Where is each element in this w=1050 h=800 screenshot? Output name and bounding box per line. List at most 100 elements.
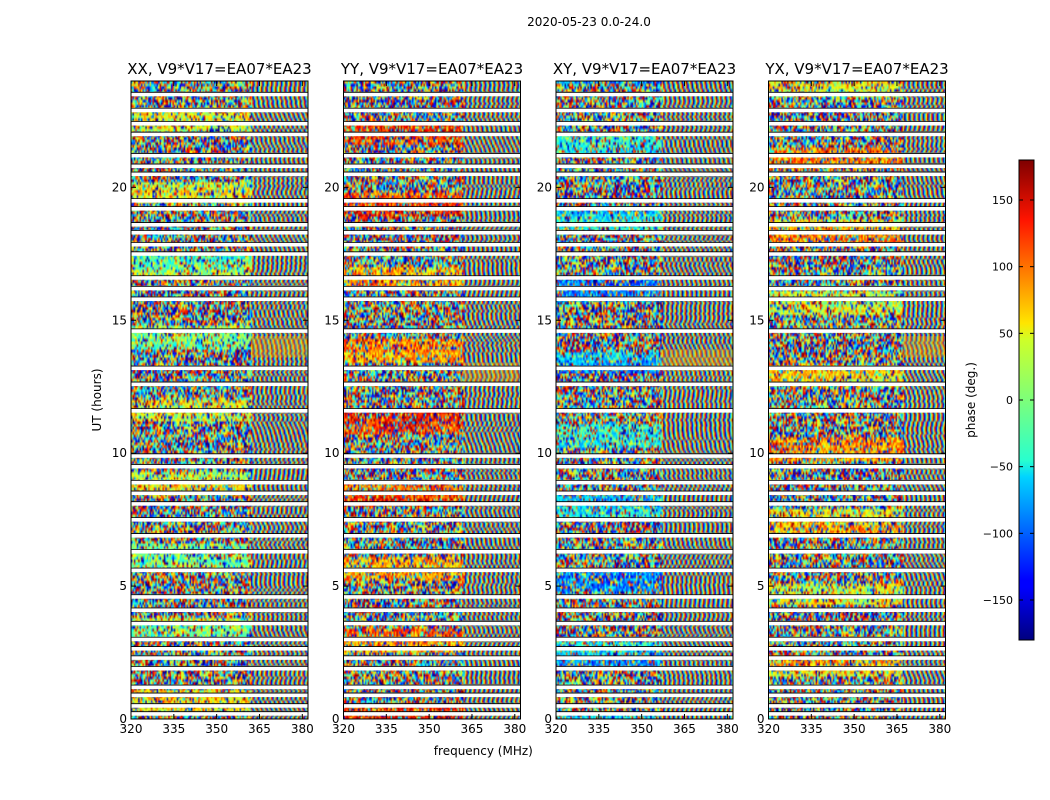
flagged-gap-row [556,666,733,671]
flagged-gap-row [768,242,946,247]
flagged-gap-row [131,608,308,613]
x-tick-label: 365 [886,722,909,736]
flagged-gap-row [343,275,521,280]
flagged-gap-row [343,296,521,301]
flagged-gap-row [343,222,521,227]
flagged-gap-row [768,464,946,469]
x-tick-label: 320 [332,722,355,736]
y-tick-label: 5 [544,579,552,593]
flagged-gap-row [131,655,308,660]
flagged-gap-row [131,533,308,538]
flagged-gap-row [768,646,946,651]
flagged-gap-row [768,453,946,458]
flagged-gap-row [768,153,946,158]
y-tick-label: 15 [749,313,764,327]
flagged-gap-row [131,621,308,626]
flagged-gap-row [131,693,308,698]
y-tick-label: 0 [544,712,552,726]
flagged-gap-row [556,198,733,203]
flagged-gap-row [343,464,521,469]
flagged-gap-row [131,198,308,203]
flagged-gap-row [768,164,946,169]
flagged-gap-row [343,92,521,97]
flagged-gap-row [131,230,308,235]
colorbar-tick-label: 50 [999,327,1013,340]
flagged-gap-row [556,172,733,177]
flagged-gap-row [343,608,521,613]
flagged-gap-row [343,666,521,671]
x-tick-label: 350 [630,722,653,736]
x-tick-label: 320 [120,722,143,736]
flagged-gap-row [131,164,308,169]
figure-suptitle: 2020-05-23 0.0-24.0 [527,15,651,29]
flagged-gap-row [768,286,946,291]
x-tick-label: 380 [928,722,951,736]
flagged-gap-row [343,568,521,573]
phase-image [131,81,308,719]
flagged-gap-row [556,108,733,113]
flagged-gap-row [556,453,733,458]
flagged-gap-row [343,108,521,113]
flagged-gap-row [131,366,308,371]
y-tick-label: 10 [537,446,552,460]
colorbar-ticks: 150 100 50 0 −50 −100 −150 [983,194,1034,607]
flagged-gap-row [131,242,308,247]
flagged-gap-row [131,132,308,137]
flagged-gap-row [131,121,308,126]
flagged-gap-row [556,153,733,158]
flagged-gap-row [768,275,946,280]
flagged-gap-row [556,711,733,716]
y-tick-label: 0 [119,712,127,726]
y-tick-label: 10 [749,446,764,460]
flagged-gap-row [343,408,521,413]
flagged-gap-row [768,172,946,177]
panel-title: YY, V9*V17=EA07*EA23 [340,60,523,78]
flagged-gap-row [343,693,521,698]
y-tick-label: 20 [324,180,339,194]
flagged-gap-row [343,366,521,371]
flagged-gap-row [556,594,733,599]
flagged-gap-row [556,92,733,97]
flagged-gap-row [768,108,946,113]
flagged-gap-row [556,206,733,211]
flagged-gap-row [768,382,946,387]
flagged-gap-row [131,685,308,690]
flagged-gap-row [131,666,308,671]
flagged-gap-row [768,328,946,333]
fringe-band [902,336,946,358]
flagged-gap-row [343,206,521,211]
flagged-gap-row [768,501,946,506]
flagged-gap-row [768,517,946,522]
flagged-gap-row [556,230,733,235]
y-tick-label: 15 [112,313,127,327]
flagged-gap-row [768,198,946,203]
colorbar: 150 100 50 0 −50 −100 −150 phase (deg.) [964,159,1035,641]
colorbar-tick-label: −50 [990,461,1013,474]
flagged-gap-row [556,296,733,301]
flagged-gap-row [131,296,308,301]
x-tick-label: 365 [248,722,271,736]
y-axis-label: UT (hours) [90,368,104,431]
flagged-gap-row [768,92,946,97]
flagged-gap-row [556,608,733,613]
flagged-gap-row [131,275,308,280]
flagged-gap-row [556,655,733,660]
x-tick-label: 335 [800,722,823,736]
flagged-gap-row [768,296,946,301]
flagged-gap-row [343,594,521,599]
y-tick-label: 20 [749,180,764,194]
flagged-gap-row [343,251,521,256]
flagged-gap-row [768,685,946,690]
panel-frame [768,80,946,720]
flagged-gap-row [343,703,521,708]
colorbar-label: phase (deg.) [964,362,978,438]
y-tick-label: 15 [324,313,339,327]
flagged-gap-row [768,594,946,599]
colorbar-tick-label: −100 [983,527,1013,540]
flagged-gap-row [343,655,521,660]
flagged-gap-row [768,132,946,137]
flagged-gap-row [343,646,521,651]
flagged-gap-row [131,382,308,387]
flagged-gap-row [343,153,521,158]
